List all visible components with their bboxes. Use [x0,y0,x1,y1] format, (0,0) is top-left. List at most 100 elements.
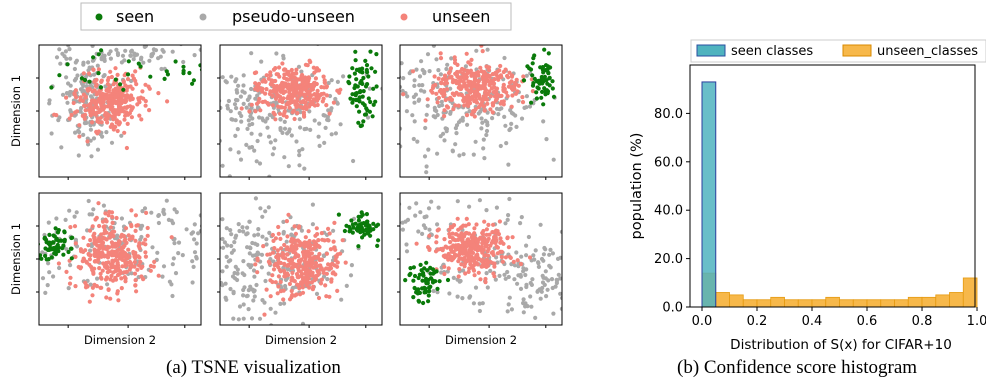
unseen-point [128,84,133,89]
unseen-bar [797,299,813,308]
pseudo-unseen-point [40,276,46,281]
pseudo-unseen-point [73,237,78,242]
unseen-point [486,236,491,241]
unseen-point [306,229,311,234]
seen-point [29,62,33,66]
pseudo-unseen-point [122,58,127,63]
unseen-point [136,254,141,259]
unseen-point [430,85,436,90]
seen-point [164,69,169,74]
unseen-point [104,265,109,270]
pseudo-unseen-point [338,122,343,127]
seen-point [363,58,368,64]
seen-point [241,68,245,72]
pseudo-unseen-point [182,257,186,261]
pseudo-unseen-point [240,225,245,230]
pseudo-unseen-point [384,85,388,89]
pseudo-unseen-point [120,53,126,58]
unseen-point [282,72,287,77]
unseen-point [509,73,515,78]
pseudo-unseen-point [114,47,119,52]
unseen-point [98,271,103,276]
unseen-point [270,250,276,255]
unseen-point [124,105,129,110]
unseen-point [290,240,295,245]
pseudo-unseen-point [191,74,195,78]
unseen-point [326,266,331,271]
pseudo-unseen-point [233,133,238,138]
unseen-point [488,80,493,85]
seen-point [353,49,358,54]
pseudo-unseen-point [236,222,241,227]
unseen-point [303,262,308,267]
unseen-point [298,269,303,274]
unseen-point [294,272,300,277]
pseudo-unseen-point [223,281,228,286]
unseen-point [73,254,78,259]
seen-point [362,232,367,237]
unseen-bar [770,296,785,308]
pseudo-unseen-point [564,242,568,246]
seen-point [350,100,355,105]
seen-point [364,63,370,68]
unseen-point [92,105,97,110]
pseudo-unseen-point [212,82,216,86]
pseudo-unseen-point [424,170,429,175]
unseen-point [120,98,125,103]
pseudo-unseen-point [254,282,259,288]
unseen-point [119,286,124,291]
unseen-point [488,243,493,248]
pseudo-unseen-point [169,67,173,71]
unseen-point [448,66,453,71]
unseen-point [147,86,152,91]
unseen-point [450,231,455,236]
unseen-point [309,102,314,107]
seen-point [530,83,536,88]
seen-point [375,222,381,227]
seen-point [541,102,546,107]
unseen-point [496,232,501,237]
unseen-point [282,105,287,110]
unseen-point [509,104,514,109]
pseudo-unseen-point [131,57,136,62]
pseudo-unseen-point [231,316,236,321]
unseen-point [325,237,330,243]
unseen-point [335,288,340,293]
unseen-point [303,81,309,86]
pseudo-unseen-point [567,287,571,291]
unseen-point [133,283,138,288]
seen-point [420,278,425,283]
seen-point [350,230,355,235]
seen-point [62,230,67,235]
pseudo-unseen-point [49,131,54,136]
unseen-point [437,89,442,94]
unseen-point [501,69,506,75]
pseudo-unseen-point [554,280,560,286]
histogram-x-axis-label: Distribution of S(x) for CIFAR+10 [730,337,952,353]
unseen-point [143,242,148,247]
pseudo-unseen-point [461,268,466,273]
pseudo-unseen-point [257,115,262,120]
unseen-point [497,219,502,224]
pseudo-unseen-point [229,243,234,249]
unseen-point [491,261,496,266]
pseudo-unseen-point [220,163,225,168]
seen-point [46,257,51,262]
unseen-point [500,259,505,264]
unseen-point [477,245,482,250]
unseen-point [470,250,476,255]
unseen-point [95,131,100,136]
pseudo-unseen-point [281,229,286,235]
unseen-point [440,77,446,82]
pseudo-unseen-point [605,111,609,115]
tsne-points [400,196,571,320]
pseudo-unseen-point [64,75,69,80]
pseudo-unseen-point [567,268,571,272]
unseen-point [485,91,490,97]
unseen-point [254,70,259,75]
unseen-point [315,102,320,108]
pseudo-unseen-point [68,263,73,268]
seen-point [347,81,352,86]
unseen-point [135,267,140,272]
